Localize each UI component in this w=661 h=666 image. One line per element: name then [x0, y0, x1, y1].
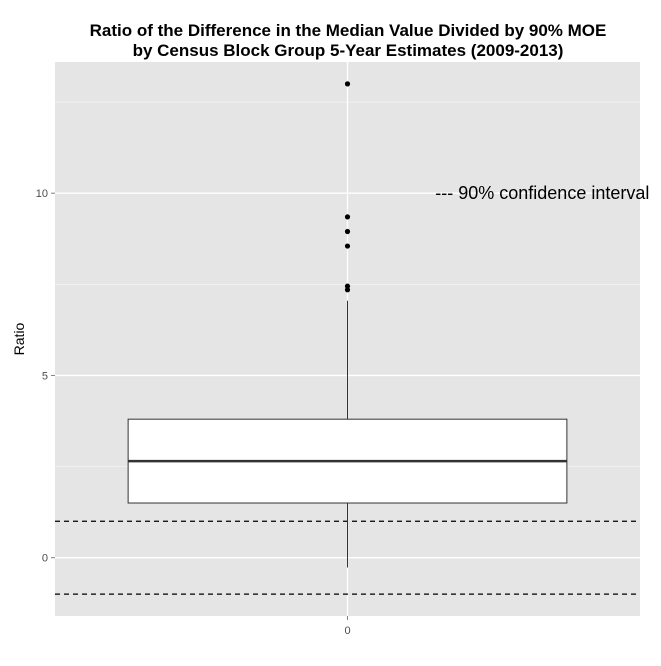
outlier-point [344, 243, 351, 249]
outlier-point [344, 287, 351, 293]
y-tick-label: 0 [42, 553, 48, 565]
chart-title-line-2: by Census Block Group 5-Year Estimates (… [133, 41, 564, 60]
chart-title-line-1: Ratio of the Difference in the Median Va… [90, 21, 607, 40]
boxplot [127, 300, 568, 568]
outlier-point [344, 81, 351, 87]
outlier-point [344, 228, 351, 235]
outlier-point [344, 283, 351, 289]
y-axis-ticks: 0 5 10 [36, 188, 55, 565]
confidence-interval-annotation: --- 90% confidence interval [435, 183, 649, 203]
y-tick-label: 5 [42, 370, 48, 382]
y-axis-label: Ratio [11, 322, 27, 355]
outlier-point [344, 214, 351, 220]
x-tick-label: 0 [344, 625, 350, 637]
x-axis-ticks: 0 [344, 616, 351, 637]
y-tick-label: 10 [36, 188, 48, 200]
outlier-points [344, 81, 351, 293]
